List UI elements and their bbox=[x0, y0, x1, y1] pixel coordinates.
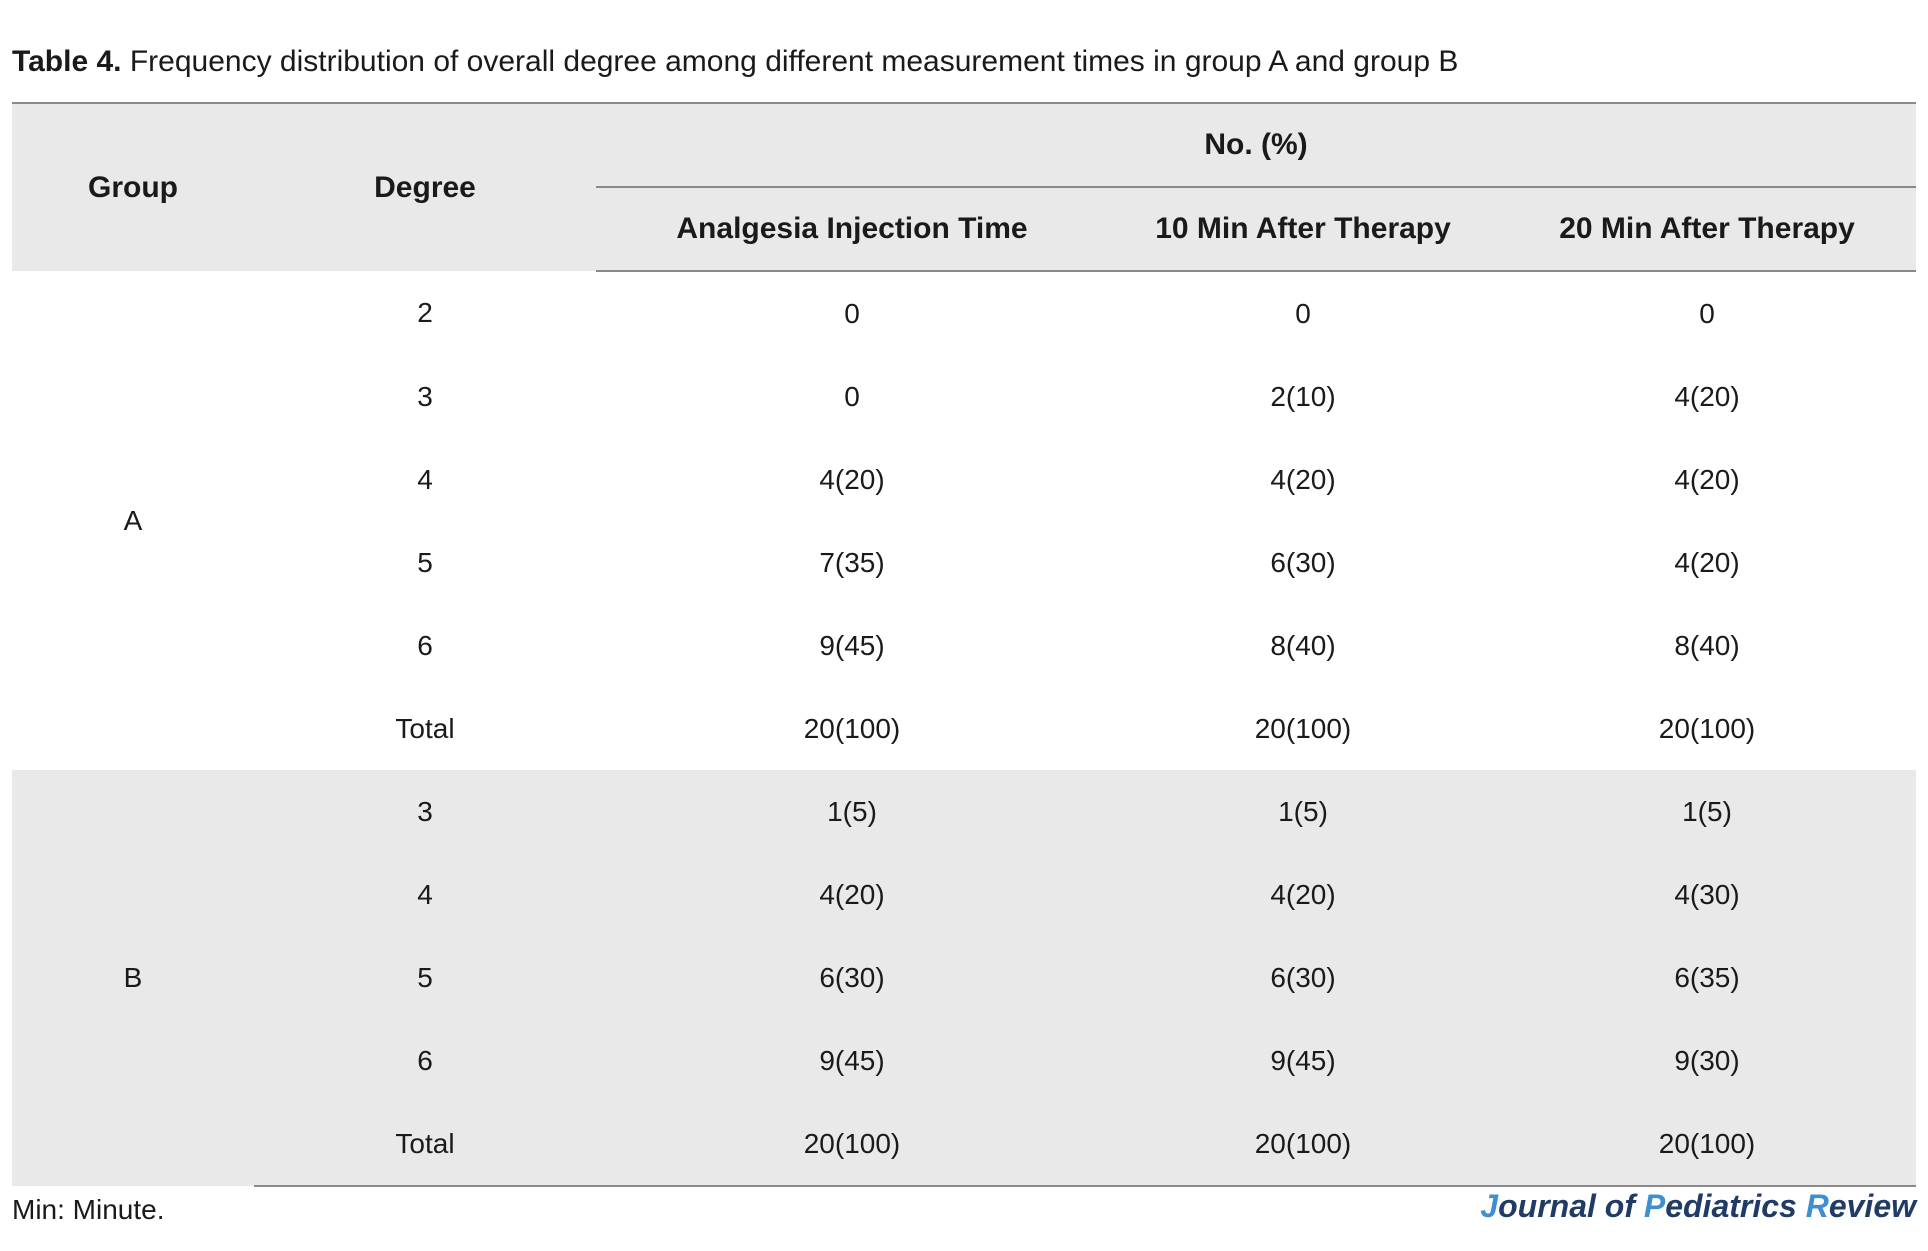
value-cell: 4(20) bbox=[596, 853, 1108, 936]
value-cell: 9(30) bbox=[1498, 1019, 1917, 1102]
value-cell: 0 bbox=[596, 355, 1108, 438]
value-cell: 20(100) bbox=[596, 1102, 1108, 1187]
table-row: 3 0 2(10) 4(20) bbox=[12, 355, 1917, 438]
degree-cell: 3 bbox=[254, 355, 596, 438]
table-row: Total 20(100) 20(100) 20(100) bbox=[12, 1102, 1917, 1187]
degree-cell: 4 bbox=[254, 853, 596, 936]
group-cell: A bbox=[12, 271, 254, 770]
header-analgesia-injection-time: Analgesia Injection Time bbox=[596, 187, 1108, 272]
table-row: B 3 1(5) 1(5) 1(5) bbox=[12, 770, 1917, 1186]
table-caption-label: Table 4. bbox=[12, 45, 122, 78]
group-a-body: A 2 0 0 0 3 0 2(10) 4(20) 4 4(20) 4(20) 4(20) 5 7(35) 6… bbox=[12, 271, 1917, 770]
value-cell: 2(10) bbox=[1108, 355, 1498, 438]
journal-logo-part: eview bbox=[1828, 1188, 1916, 1224]
value-cell: 4(20) bbox=[1498, 521, 1917, 604]
value-cell: 4(30) bbox=[1498, 853, 1917, 936]
value-cell: 1(5) bbox=[1108, 770, 1498, 853]
value-cell: 9(45) bbox=[1108, 1019, 1498, 1102]
table-row: 6 9(45) 8(40) 8(40) bbox=[12, 604, 1917, 687]
value-cell: 4(20) bbox=[1108, 853, 1498, 936]
value-cell: 6(30) bbox=[1108, 521, 1498, 604]
header-group: Group bbox=[12, 103, 254, 271]
header-no-percent: No. (%) bbox=[596, 103, 1917, 188]
value-cell: 6(30) bbox=[596, 936, 1108, 1019]
journal-logo-part: ediatrics bbox=[1665, 1188, 1806, 1224]
degree-cell: 3 bbox=[254, 770, 596, 853]
header-20-min-after-therapy: 20 Min After Therapy bbox=[1498, 187, 1917, 272]
table-row: 5 6(30) 6(30) 6(35) bbox=[12, 936, 1917, 1019]
degree-cell: 4 bbox=[254, 438, 596, 521]
journal-logo-part: J bbox=[1480, 1188, 1499, 1224]
journal-logo: Journal of Pediatrics Review bbox=[1480, 1186, 1916, 1226]
header-10-min-after-therapy: 10 Min After Therapy bbox=[1108, 187, 1498, 272]
table-footnote: Min: Minute. bbox=[12, 1194, 165, 1225]
value-cell: 20(100) bbox=[1498, 687, 1917, 770]
table-row: 5 7(35) 6(30) 4(20) bbox=[12, 521, 1917, 604]
degree-cell: 6 bbox=[254, 604, 596, 687]
value-cell: 1(5) bbox=[596, 770, 1108, 853]
degree-cell: 5 bbox=[254, 521, 596, 604]
value-cell: 9(45) bbox=[596, 1019, 1108, 1102]
value-cell: 20(100) bbox=[1498, 1102, 1917, 1187]
table-row: 6 9(45) 9(45) 9(30) bbox=[12, 1019, 1917, 1102]
value-cell: 4(20) bbox=[1498, 438, 1917, 521]
value-cell: 9(45) bbox=[596, 604, 1108, 687]
header-degree: Degree bbox=[254, 103, 596, 271]
value-cell: 4(20) bbox=[1108, 438, 1498, 521]
value-cell: 20(100) bbox=[596, 687, 1108, 770]
table-header: Group Degree No. (%) Analgesia Injection… bbox=[12, 103, 1917, 272]
value-cell: 6(30) bbox=[1108, 936, 1498, 1019]
journal-logo-part: ournal of bbox=[1498, 1188, 1644, 1224]
group-b-body: B 3 1(5) 1(5) 1(5) 4 4(20) 4(20) 4(30) 5 6(30) 6(30… bbox=[12, 770, 1917, 1187]
degree-cell: Total bbox=[254, 1102, 596, 1187]
value-cell: 4(20) bbox=[596, 438, 1108, 521]
degree-cell: 6 bbox=[254, 1019, 596, 1102]
value-cell: 1(5) bbox=[1498, 770, 1917, 853]
value-cell: 8(40) bbox=[1498, 604, 1917, 687]
value-cell: 8(40) bbox=[1108, 604, 1498, 687]
value-cell: 0 bbox=[1108, 271, 1498, 355]
paper-page: Table 4. Frequency distribution of overa… bbox=[12, 0, 1917, 1251]
journal-logo-part: R bbox=[1805, 1188, 1829, 1224]
value-cell: 6(35) bbox=[1498, 936, 1917, 1019]
value-cell: 7(35) bbox=[596, 521, 1108, 604]
degree-cell: Total bbox=[254, 687, 596, 770]
table-caption-text: Frequency distribution of overall degree… bbox=[129, 45, 1459, 78]
value-cell: 20(100) bbox=[1108, 687, 1498, 770]
degree-cell: 2 bbox=[254, 271, 596, 355]
frequency-table: Group Degree No. (%) Analgesia Injection… bbox=[12, 102, 1917, 1187]
group-cell: B bbox=[12, 770, 254, 1186]
value-cell: 0 bbox=[596, 271, 1108, 355]
table-caption: Table 4. Frequency distribution of overa… bbox=[12, 42, 1458, 82]
value-cell: 4(20) bbox=[1498, 355, 1917, 438]
table-row: 4 4(20) 4(20) 4(20) bbox=[12, 438, 1917, 521]
degree-cell: 5 bbox=[254, 936, 596, 1019]
table-row: Total 20(100) 20(100) 20(100) bbox=[12, 687, 1917, 770]
table-row: 4 4(20) 4(20) 4(30) bbox=[12, 853, 1917, 936]
journal-logo-part: P bbox=[1643, 1188, 1666, 1224]
value-cell: 20(100) bbox=[1108, 1102, 1498, 1187]
value-cell: 0 bbox=[1498, 271, 1917, 355]
